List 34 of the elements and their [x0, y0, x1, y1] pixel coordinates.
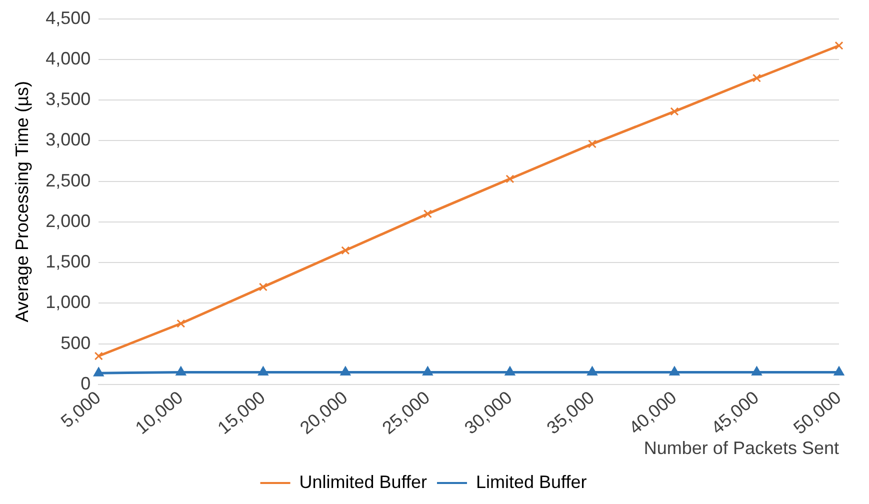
- y-tick-label: 2,500: [46, 170, 91, 190]
- point: [340, 366, 351, 376]
- point: [176, 319, 186, 328]
- point: [341, 246, 350, 255]
- point: [94, 367, 104, 376]
- y-tick-label: 1,500: [46, 252, 91, 272]
- point: [752, 74, 762, 82]
- point: [587, 366, 598, 376]
- point: [752, 366, 762, 376]
- y-tick-label: 500: [60, 332, 91, 353]
- y-tick-label: 1,000: [46, 292, 91, 312]
- point: [423, 210, 432, 218]
- y-tick-label: 3,000: [46, 130, 91, 150]
- point: [94, 352, 103, 360]
- legend-label: Unlimited Buffer: [299, 472, 428, 492]
- point: [176, 366, 186, 376]
- y-tick-label: 3,500: [46, 89, 91, 110]
- y-tick-label: 4,000: [46, 48, 91, 68]
- legend-label: Limited Buffer: [476, 472, 587, 492]
- point: [834, 366, 844, 376]
- point: [669, 366, 680, 376]
- point: [834, 41, 844, 50]
- y-tick-label: 4,500: [46, 8, 91, 28]
- y-tick-label: 2,000: [46, 210, 91, 231]
- point: [670, 107, 679, 116]
- point: [258, 366, 268, 376]
- point: [258, 282, 268, 292]
- point: [422, 366, 433, 376]
- point: [504, 366, 516, 376]
- y-tick-label: 0: [80, 373, 91, 394]
- y-axis-title: Average Processing Time (µs): [12, 81, 32, 322]
- x-axis-title: Number of Packets Sent: [644, 438, 839, 458]
- point: [506, 174, 514, 184]
- point: [588, 140, 596, 148]
